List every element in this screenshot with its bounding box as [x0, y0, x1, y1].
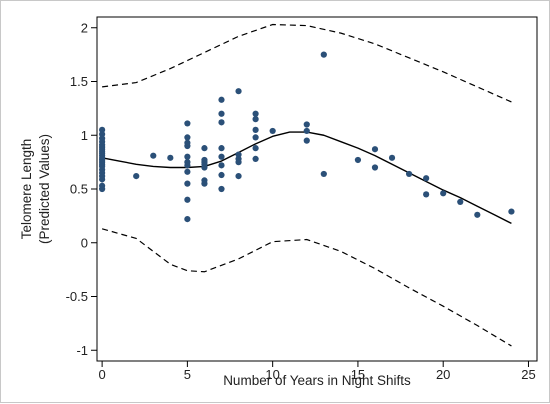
plot-frame: [96, 16, 538, 362]
data-point: [320, 51, 327, 58]
data-point: [423, 191, 430, 198]
data-point: [201, 145, 208, 152]
data-point: [218, 162, 225, 169]
data-point: [218, 185, 225, 193]
ci-upper-line: [102, 23, 512, 103]
y-tick-label: 0.5: [70, 182, 88, 197]
data-point: [218, 119, 225, 126]
data-point: [252, 134, 259, 141]
data-point: [99, 185, 106, 193]
data-point: [474, 211, 481, 218]
x-tick-label: 25: [521, 367, 535, 382]
data-point: [388, 154, 396, 161]
data-point: [252, 116, 259, 123]
y-tick-label: 0: [81, 235, 88, 250]
data-point: [269, 127, 276, 135]
data-point: [184, 142, 191, 150]
data-point: [184, 216, 191, 223]
data-point: [150, 152, 157, 159]
data-point: [252, 155, 259, 162]
data-point: [303, 137, 310, 144]
data-point: [184, 162, 191, 169]
y-tick-label: 2: [81, 20, 88, 35]
x-tick-label: 10: [265, 367, 279, 382]
data-point: [235, 173, 242, 180]
data-point: [184, 120, 191, 127]
data-point: [508, 208, 515, 215]
data-point: [235, 88, 242, 95]
y-tick-label: -1: [76, 343, 88, 358]
x-tick-label: 5: [184, 367, 191, 382]
x-axis-title: Number of Years in Night Shifts: [223, 373, 411, 388]
data-point: [303, 127, 310, 135]
data-point: [371, 164, 379, 171]
data-point: [252, 110, 259, 117]
data-point: [218, 153, 225, 160]
y-tick-label: 1.5: [70, 74, 88, 89]
data-point: [218, 145, 225, 152]
data-point: [371, 146, 379, 153]
data-point: [184, 196, 191, 203]
data-point: [235, 159, 242, 166]
y-axis-title-line2: (Predicted Values): [37, 134, 52, 244]
y-axis-title-line1: Telomere Length: [19, 139, 34, 240]
x-tick-label: 20: [436, 367, 450, 382]
fit-line: [101, 131, 512, 225]
data-point: [99, 126, 106, 133]
data-point: [99, 176, 106, 183]
data-point: [184, 180, 191, 187]
x-tick-label: 15: [351, 367, 365, 382]
data-point: [440, 190, 447, 197]
data-point: [184, 134, 191, 141]
data-point: [235, 151, 242, 158]
data-point: [184, 153, 191, 160]
data-point: [354, 156, 362, 164]
data-point: [252, 145, 259, 152]
data-point: [133, 173, 140, 180]
data-point: [167, 154, 174, 161]
data-point: [218, 171, 225, 179]
data-point: [218, 110, 225, 117]
data-point: [457, 198, 464, 205]
ci-lower-line: [101, 228, 512, 347]
data-point: [252, 126, 259, 133]
data-point: [99, 131, 106, 138]
data-point: [184, 168, 191, 175]
data-point: [201, 164, 208, 171]
data-point: [218, 96, 225, 103]
data-point: [201, 180, 208, 187]
data-point: [405, 170, 413, 178]
y-tick-label: -0.5: [66, 289, 88, 304]
data-point: [303, 121, 310, 128]
y-tick-label: 1: [81, 128, 88, 143]
data-point: [423, 175, 430, 182]
data-point: [320, 170, 327, 178]
x-tick-label: 0: [98, 367, 105, 382]
